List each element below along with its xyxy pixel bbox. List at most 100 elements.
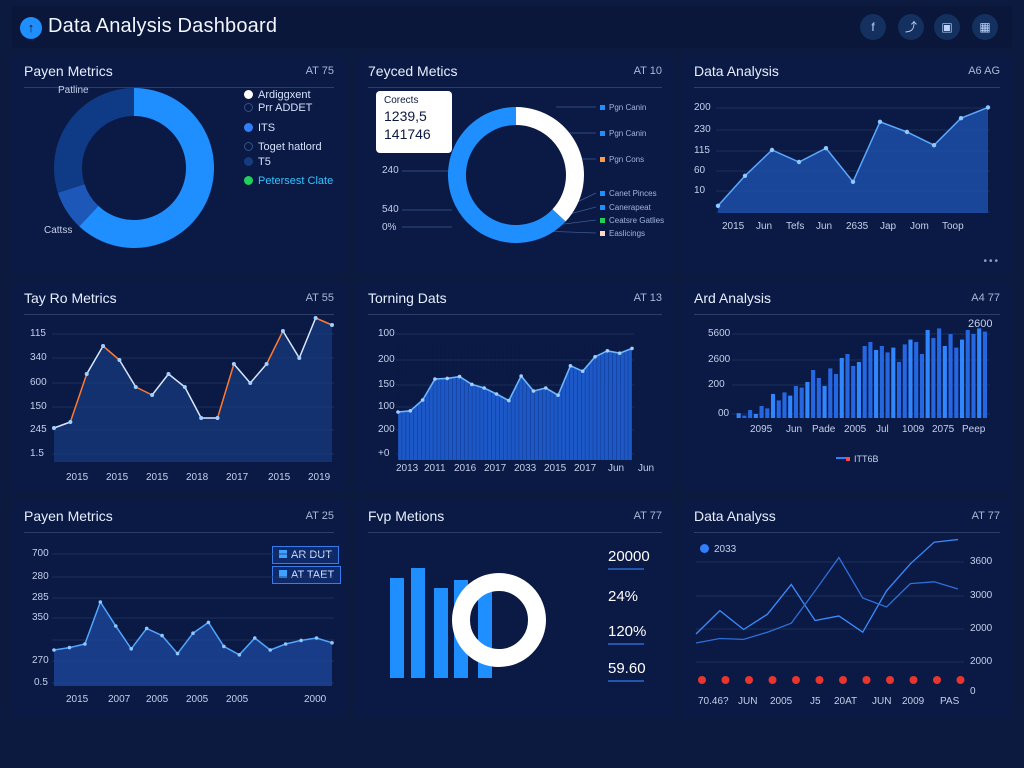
trend-icon[interactable]: ⤴ (898, 14, 924, 40)
x-tick-label: 2011 (424, 463, 446, 474)
panel-code: AT 77 (971, 510, 1000, 522)
y-tick-label: 150 (378, 379, 395, 390)
bar (851, 366, 856, 418)
legend-label: Pgn Canin (609, 129, 647, 138)
bar-chart-icon[interactable]: ▦ (972, 14, 998, 40)
legend-item: Petersest Clate (244, 175, 333, 187)
line-segment (69, 373, 88, 423)
bar (942, 346, 947, 418)
y-tick-label: 270 (32, 655, 49, 666)
legend-label: Canerapeat (609, 203, 651, 212)
data-point (904, 129, 910, 135)
panel-divider (694, 532, 1000, 533)
x-tick-label: 2005 (226, 694, 249, 705)
marker-dot (768, 676, 777, 684)
x-tick-label: Jul (876, 424, 889, 435)
stat-value: 20000 (608, 548, 650, 565)
legend-dot (244, 176, 253, 185)
line-segment (315, 317, 333, 326)
line-segment (151, 373, 170, 396)
bar (874, 350, 879, 418)
legend-item: Pgn Cons (600, 155, 644, 164)
bar (816, 378, 821, 418)
y-tick-label: 0.5 (34, 677, 48, 688)
x-tick-label: Peep (962, 424, 986, 435)
data-point (769, 147, 775, 153)
bar (891, 347, 896, 418)
area-chart-3 (715, 105, 991, 213)
line-segment (118, 359, 137, 388)
marker-dot (721, 676, 730, 684)
data-point (507, 398, 511, 403)
marker-dot (792, 676, 800, 684)
x-tick-label: 2015 (268, 472, 291, 483)
data-point (199, 416, 204, 420)
area-fill (54, 602, 332, 686)
bar-chart-6 (732, 328, 990, 418)
x-tick-label: 2015 (146, 472, 169, 483)
data-point (101, 344, 106, 348)
donut-slice (448, 107, 566, 243)
area-fill (398, 348, 632, 460)
value-callout: Corects 1239,5 141746 (376, 91, 452, 153)
y-tick-label: 3000 (970, 590, 993, 601)
legend-item: Toget hatlord (244, 141, 322, 153)
data-point (543, 386, 548, 390)
legend-label: Petersest Clate (258, 175, 334, 187)
data-point (191, 631, 195, 635)
line-chart-4 (52, 316, 334, 462)
x-tick-label: 2013 (396, 463, 419, 474)
data-point (470, 382, 474, 387)
data-point (68, 420, 73, 424)
panel-code: AT 75 (305, 65, 334, 77)
legend-item: ITS (244, 122, 275, 134)
bar-ring-chart-8 (390, 568, 546, 678)
bar (765, 408, 770, 418)
bar (925, 330, 930, 418)
x-tick-label: 2009 (902, 696, 925, 707)
bar (931, 338, 936, 418)
panel-code: A4 77 (971, 292, 1000, 304)
y-tick-label: 2000 (970, 656, 993, 667)
marker-dot (815, 676, 824, 684)
chart4-marks (52, 316, 334, 462)
x-tick-label: 2635 (846, 221, 869, 232)
x-tick-label: 2015 (106, 472, 129, 483)
bar (879, 346, 884, 418)
data-point (433, 377, 437, 381)
panel-divider (694, 87, 1000, 88)
x-tick-label: Jun (816, 221, 833, 232)
legend-label: Canet Pinces (609, 189, 657, 198)
y-tick-label: 245 (30, 424, 47, 435)
donut-slice (57, 184, 99, 227)
y-tick-label: 3600 (970, 556, 993, 567)
image-icon[interactable]: ▣ (934, 14, 960, 40)
data-point (742, 173, 748, 178)
y-tick-label: 5600 (708, 328, 731, 339)
data-point (457, 374, 462, 379)
y-tick-label: 1.5 (30, 448, 44, 459)
y-tick-label: 00 (718, 408, 730, 419)
data-point (98, 600, 103, 604)
y-tick-label: 230 (694, 124, 711, 135)
legend-square (279, 570, 287, 578)
marker-dot (862, 676, 871, 684)
y-tick-label: 285 (32, 592, 49, 603)
y-tick-label: 280 (32, 571, 49, 582)
data-point (297, 356, 302, 360)
x-tick-label: 2005 (770, 696, 793, 707)
y-tick-label: 0 (970, 686, 976, 697)
data-point (182, 385, 187, 389)
series-line (695, 538, 959, 635)
panel-title: Payen Metrics (24, 508, 113, 524)
data-point (556, 393, 560, 397)
bar (977, 328, 982, 418)
line-segment (265, 330, 284, 365)
legend-item: Easlicings (600, 229, 645, 238)
facebook-icon[interactable]: f (860, 14, 886, 40)
legend-item: T5 (244, 156, 271, 168)
x-tick-label: J5 (810, 696, 821, 707)
bar (908, 339, 913, 418)
more-options-icon[interactable]: ••• (983, 256, 1000, 267)
panel-title: Ard Analysis (694, 290, 772, 306)
